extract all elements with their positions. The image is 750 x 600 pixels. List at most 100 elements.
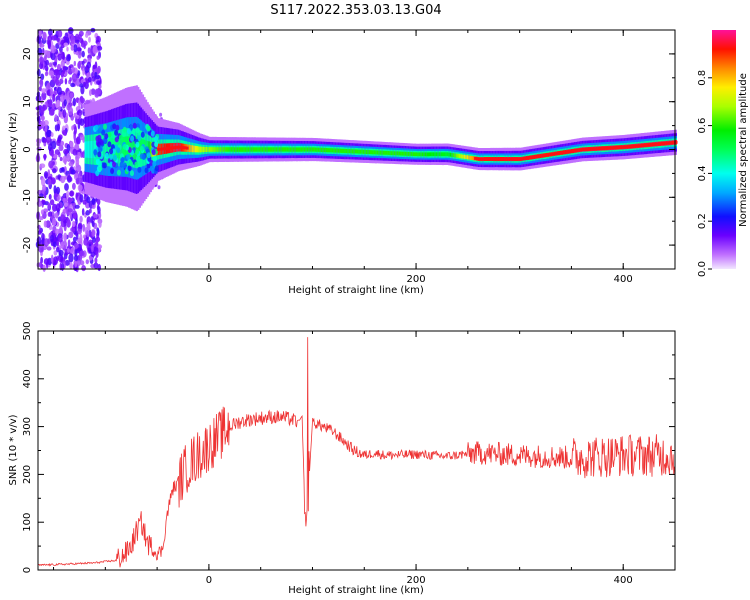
band-cell [400, 151, 402, 156]
ridge-cell [527, 156, 531, 160]
noise-blob [39, 193, 44, 198]
noise-blob [91, 204, 96, 210]
noise-blob [54, 114, 58, 122]
noise-blob [74, 125, 77, 135]
band-blob [152, 160, 157, 167]
ridge-cell [511, 157, 514, 161]
noise-blob [41, 88, 47, 94]
band-cell [263, 147, 266, 152]
noise-blob [92, 46, 98, 54]
noise-blob [52, 61, 57, 66]
band-cell [473, 156, 475, 161]
noise-blob [43, 220, 47, 228]
noise-blob [86, 196, 91, 204]
ridge-cell [521, 157, 525, 161]
band-cell [227, 147, 230, 152]
noise-blob [74, 204, 80, 209]
noise-blob [60, 242, 65, 249]
noise-blob [82, 81, 86, 87]
noise-blob [60, 140, 65, 146]
noise-blob [51, 140, 57, 150]
ridge-cell [509, 157, 512, 161]
noise-blob [37, 230, 42, 235]
band-cell [148, 141, 151, 158]
noise-blob [40, 120, 46, 127]
noise-blob [77, 184, 83, 192]
band-cell [420, 152, 423, 157]
noise-blob [79, 177, 83, 184]
noise-blob [85, 210, 90, 216]
band-cell [435, 152, 438, 157]
band-cell [86, 141, 89, 158]
noise-blob [58, 249, 64, 256]
band-cell [323, 147, 326, 153]
noise-blob [57, 234, 63, 243]
noise-blob [75, 217, 78, 225]
ridge-cell [652, 142, 655, 146]
band-blob [136, 155, 140, 162]
noise-blob [70, 45, 75, 51]
band-cell [277, 147, 280, 152]
noise-blob [95, 251, 99, 258]
ridge-cell [486, 157, 489, 161]
spectrogram-y-ticks: 20 10 0 -10 -20 [22, 29, 675, 270]
band-blob [137, 166, 142, 173]
band-cell [395, 151, 398, 156]
noise-blob [44, 124, 48, 132]
ridge-cell [631, 144, 634, 148]
noise-blob [96, 204, 100, 211]
noise-blob [49, 98, 53, 108]
noise-blob [50, 254, 54, 263]
band-cell [443, 152, 446, 157]
band-cell [334, 148, 337, 153]
noise-blob [47, 202, 51, 210]
band-cell [379, 150, 382, 155]
ridge-cell [606, 146, 610, 150]
band-blob [144, 167, 149, 174]
y-tick-label: 10 [22, 95, 33, 108]
band-cell [407, 152, 410, 156]
noise-blob [62, 129, 67, 136]
band-blob [96, 141, 101, 148]
band-cell [269, 147, 272, 152]
ridge-cell [488, 157, 492, 161]
band-cell [212, 147, 214, 152]
band-cell [465, 155, 468, 160]
noise-blob [70, 115, 74, 121]
band-cell [275, 147, 278, 152]
band-blob [135, 127, 140, 134]
band-cell [339, 148, 342, 153]
band-cell [249, 147, 252, 152]
colorbar-gradient [712, 30, 736, 269]
noise-blob [71, 66, 76, 73]
ridge-cell [590, 147, 593, 151]
snr-x-ticks: 0 200 400 [53, 331, 676, 586]
noise-blob [87, 47, 91, 54]
noise-blob [51, 35, 57, 41]
band-cell [341, 148, 343, 153]
noise-blob [87, 221, 91, 230]
band-cell [403, 151, 406, 156]
band-cell [396, 151, 399, 156]
noise-blob [41, 177, 46, 187]
band-cell [449, 152, 452, 157]
band-blob [131, 127, 136, 134]
noise-blob [64, 78, 68, 85]
noise-blob [79, 194, 84, 203]
noise-blob [36, 68, 41, 77]
band-blob [140, 131, 145, 138]
band-cell [415, 152, 418, 157]
ridge-cell [664, 141, 668, 145]
band-blob [122, 126, 127, 133]
band-cell [250, 147, 253, 152]
noise-blob [76, 114, 80, 120]
noise-blob [59, 156, 63, 162]
noise-blob [56, 86, 62, 96]
noise-blob [91, 220, 95, 228]
noise-blob [53, 250, 58, 256]
band-cell [313, 147, 315, 152]
noise-blob [74, 242, 79, 249]
band-cell [373, 150, 376, 155]
band-cell [429, 152, 432, 157]
noise-blob [77, 227, 82, 235]
